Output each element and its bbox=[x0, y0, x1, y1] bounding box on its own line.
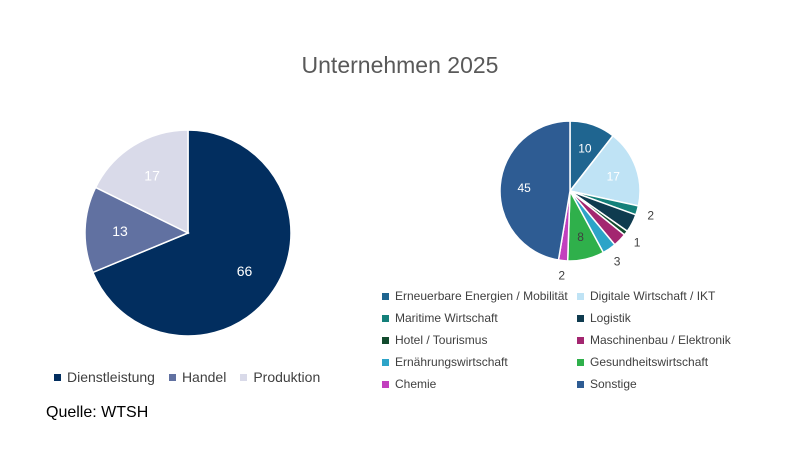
pie1-slice-2 bbox=[94, 129, 189, 235]
legend2-swatch-8 bbox=[382, 380, 389, 388]
legend2-label-1: Digitale Wirtschaft / IKT bbox=[590, 289, 716, 303]
legend1-swatch-1 bbox=[168, 373, 176, 381]
legend-left: Dienstleistung Handel Produktion bbox=[54, 369, 320, 385]
legend1-swatch-0 bbox=[54, 373, 61, 381]
legend2-label-0: Erneuerbare Energien / Mobilität bbox=[395, 289, 568, 303]
legend2-swatch-4 bbox=[382, 336, 389, 344]
legend2-item-3: Logistik bbox=[577, 311, 767, 325]
legend1-label-2: Produktion bbox=[253, 369, 321, 385]
legend2-item-5: Maschinenbau / Elektronik bbox=[577, 333, 767, 347]
legend2-item-1: Digitale Wirtschaft / IKT bbox=[577, 289, 767, 303]
legend1-item-0: Dienstleistung bbox=[54, 369, 155, 385]
legend1-label-0: Dienstleistung bbox=[67, 369, 155, 385]
legend1-item-2: Produktion bbox=[240, 369, 320, 385]
legend1-swatch-2 bbox=[240, 373, 248, 381]
source-note: Quelle: WTSH bbox=[46, 404, 149, 421]
legend2-swatch-7 bbox=[577, 358, 584, 366]
pie2-data-label-9: 45 bbox=[517, 181, 531, 195]
legend2-swatch-6 bbox=[382, 358, 389, 366]
legend2-label-8: Chemie bbox=[395, 377, 437, 391]
legend2-label-4: Hotel / Tourismus bbox=[395, 333, 488, 347]
legend2-label-3: Logistik bbox=[590, 311, 631, 325]
legend2-label-7: Gesundheitswirtschaft bbox=[590, 355, 709, 369]
legend2-swatch-3 bbox=[577, 314, 584, 322]
pie1-slice-1 bbox=[84, 186, 190, 274]
legend1-label-1: Handel bbox=[181, 369, 227, 385]
legend2-item-9: Sonstige bbox=[577, 377, 767, 391]
legend2-item-4: Hotel / Tourismus bbox=[382, 333, 577, 347]
pie2-data-label-8: 2 bbox=[558, 269, 565, 283]
legend-right: Erneuerbare Energien / Mobilität Digitale… bbox=[382, 289, 767, 391]
pie1-data-label-1: 13 bbox=[112, 223, 128, 239]
pie1-data-label-0: 66 bbox=[237, 263, 253, 279]
legend2-item-6: Ernährungswirtschaft bbox=[382, 355, 577, 369]
legend2-label-9: Sonstige bbox=[590, 377, 637, 391]
pie2-slice-9 bbox=[499, 120, 571, 261]
legend2-label-6: Ernährungswirtschaft bbox=[395, 355, 508, 369]
legend2-swatch-2 bbox=[382, 314, 389, 322]
pie2-data-label-7: 8 bbox=[577, 230, 584, 244]
legend2-label-5: Maschinenbau / Elektronik bbox=[590, 333, 731, 347]
legend2-item-8: Chemie bbox=[382, 377, 577, 391]
pie1-slice-0 bbox=[91, 129, 292, 337]
pie2-slice-1 bbox=[568, 134, 641, 207]
chart-title: Unternehmen 2025 bbox=[301, 52, 499, 78]
pie2-data-label-6: 3 bbox=[614, 255, 621, 269]
pie2-data-label-4: 1 bbox=[634, 235, 641, 249]
legend2-swatch-9 bbox=[577, 380, 584, 388]
legend2-item-7: Gesundheitswirtschaft bbox=[577, 355, 767, 369]
pie2-data-label-2: 2 bbox=[647, 208, 654, 222]
pie1-data-label-2: 17 bbox=[144, 167, 160, 183]
legend2-label-2: Maritime Wirtschaft bbox=[395, 311, 498, 325]
legend2-swatch-1 bbox=[577, 292, 584, 300]
legend2-item-2: Maritime Wirtschaft bbox=[382, 311, 577, 325]
legend2-swatch-5 bbox=[577, 336, 584, 344]
legend2-swatch-0 bbox=[382, 292, 389, 300]
legend2-item-0: Erneuerbare Energien / Mobilität bbox=[382, 289, 577, 303]
pie2-data-label-0: 10 bbox=[578, 141, 592, 155]
pie2-data-label-1: 17 bbox=[607, 169, 621, 183]
legend1-item-1: Handel bbox=[168, 369, 227, 385]
